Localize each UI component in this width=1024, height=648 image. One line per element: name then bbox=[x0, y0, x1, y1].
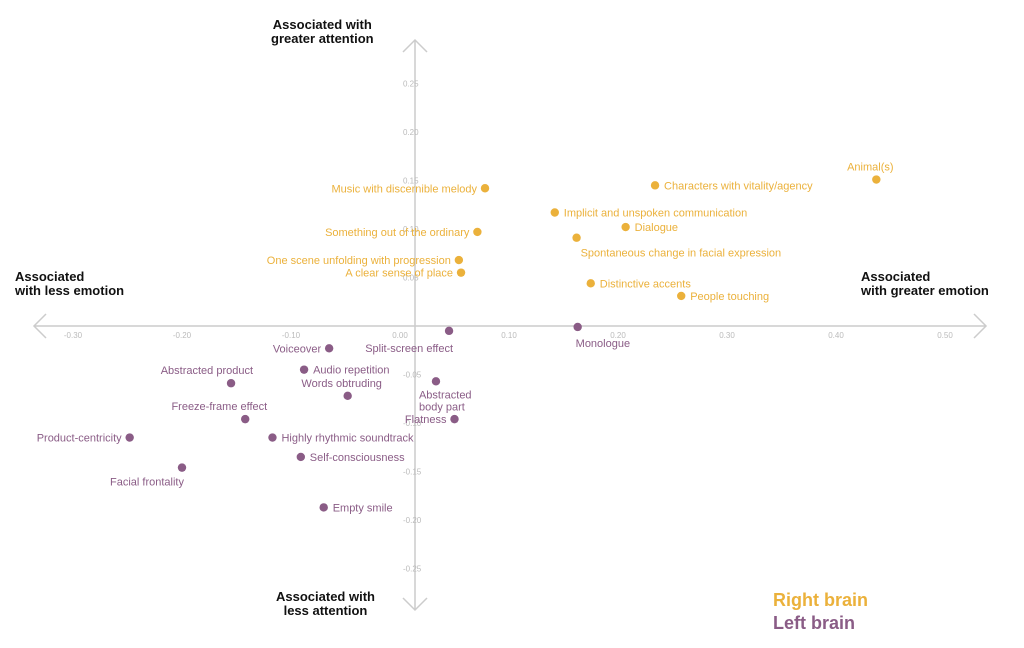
data-label: Something out of the ordinary bbox=[325, 227, 470, 239]
data-point bbox=[450, 414, 459, 424]
data-label: Abstracted bbox=[419, 389, 472, 401]
y-tick-label: -0.05 bbox=[403, 371, 422, 380]
data-point bbox=[177, 463, 187, 472]
y-axis-arrow-down bbox=[402, 597, 428, 612]
x-tick-label: 0.20 bbox=[610, 331, 626, 340]
data-label: One scene unfolding with progression bbox=[267, 255, 451, 267]
data-point bbox=[319, 503, 328, 512]
data-point bbox=[226, 379, 236, 388]
y-tick-label: -0.20 bbox=[403, 516, 422, 525]
data-point bbox=[480, 184, 490, 193]
quadrant-label-left-line2: with less emotion bbox=[15, 283, 125, 298]
data-point bbox=[572, 233, 581, 242]
data-point bbox=[343, 391, 352, 401]
x-axis-arrow-left bbox=[32, 313, 47, 339]
legend-left-brain: Left brain bbox=[773, 613, 856, 633]
y-tick-label: 0.25 bbox=[403, 80, 419, 89]
quadrant-label-left: Associated with less emotion bbox=[15, 270, 124, 298]
y-tick-label: -0.10 bbox=[403, 419, 422, 428]
data-point bbox=[621, 222, 630, 232]
y-tick-label: -0.15 bbox=[403, 468, 422, 477]
data-label: Animal(s) bbox=[847, 162, 893, 174]
data-label: Product-centricity bbox=[37, 433, 122, 445]
quadrant-label-bottom-line2: less attention bbox=[283, 603, 368, 618]
data-point bbox=[431, 377, 441, 386]
data-label: Highly rhythmic soundtrack bbox=[281, 433, 414, 445]
data-point bbox=[872, 175, 881, 184]
quadrant-label-left-line1: Associated bbox=[15, 269, 85, 284]
data-label: Spontaneous change in facial expression bbox=[581, 248, 782, 260]
quadrant-label-bottom-line1: Associated with bbox=[276, 589, 375, 604]
data-point bbox=[324, 344, 334, 353]
data-label: Abstracted product bbox=[161, 365, 253, 377]
data-point bbox=[473, 227, 482, 237]
x-tick-label: 0.30 bbox=[719, 331, 735, 340]
y-tick-label: 0.20 bbox=[403, 128, 419, 137]
data-point bbox=[454, 255, 464, 265]
data-label: Monologue bbox=[576, 338, 630, 350]
data-label: Voiceover bbox=[273, 343, 322, 355]
quadrant-label-right-line1: Associated bbox=[861, 269, 931, 284]
quadrant-label-right-line2: with greater emotion bbox=[861, 283, 989, 298]
data-point bbox=[650, 181, 660, 190]
data-label: Characters with vitality/agency bbox=[664, 180, 813, 192]
data-point bbox=[586, 279, 595, 288]
y-tick-label: 0.10 bbox=[403, 225, 419, 234]
y-tick-label: -0.25 bbox=[403, 565, 422, 574]
data-label: Music with discernible melody bbox=[332, 183, 478, 195]
quadrant-label-top-line1: Associated with bbox=[272, 17, 372, 32]
legend-right-brain: Right brain bbox=[773, 590, 868, 610]
data-point bbox=[268, 433, 277, 442]
data-label: Words obtruding bbox=[301, 378, 382, 390]
x-tick-label: 0.00 bbox=[392, 331, 408, 340]
data-label: Facial frontality bbox=[110, 477, 184, 489]
data-point bbox=[241, 414, 250, 424]
data-label: Dialogue bbox=[635, 222, 678, 234]
quadrant-label-top-line2: greater attention bbox=[271, 31, 374, 46]
quadrant-label-top: Associated with greater attention bbox=[271, 18, 374, 46]
data-point bbox=[299, 365, 309, 374]
data-point bbox=[573, 322, 582, 332]
y-tick-label: 0.05 bbox=[403, 274, 419, 283]
y-tick-label: 0.15 bbox=[403, 177, 419, 186]
data-label: body part bbox=[419, 401, 465, 413]
data-point bbox=[125, 433, 134, 442]
x-tick-label: -0.10 bbox=[282, 331, 301, 340]
data-label: Audio repetition bbox=[313, 365, 389, 377]
data-label: Empty smile bbox=[333, 502, 393, 514]
y-axis-arrow-up bbox=[402, 38, 428, 53]
quadrant-label-right: Associated with greater emotion bbox=[861, 270, 989, 298]
data-point bbox=[550, 208, 559, 217]
x-tick-label: 0.40 bbox=[828, 331, 844, 340]
data-point bbox=[677, 291, 686, 301]
data-label: Distinctive accents bbox=[600, 278, 692, 290]
x-axis-arrow-right bbox=[973, 313, 988, 339]
x-tick-label: 0.50 bbox=[937, 331, 953, 340]
data-label: Flatness bbox=[405, 414, 447, 426]
quadrant-label-bottom: Associated with less attention bbox=[276, 590, 375, 618]
data-point bbox=[456, 268, 466, 277]
data-label: A clear sense of place bbox=[345, 268, 453, 280]
data-point bbox=[444, 326, 454, 336]
data-label: Freeze-frame effect bbox=[171, 401, 267, 413]
data-label: Split-screen effect bbox=[365, 343, 453, 355]
x-tick-label: -0.20 bbox=[173, 331, 192, 340]
x-tick-label: 0.10 bbox=[501, 331, 517, 340]
x-tick-label: -0.30 bbox=[64, 331, 83, 340]
data-label: Self-consciousness bbox=[310, 452, 405, 464]
data-label: People touching bbox=[690, 291, 769, 303]
data-point bbox=[296, 452, 306, 462]
data-label: Implicit and unspoken communication bbox=[564, 208, 747, 220]
